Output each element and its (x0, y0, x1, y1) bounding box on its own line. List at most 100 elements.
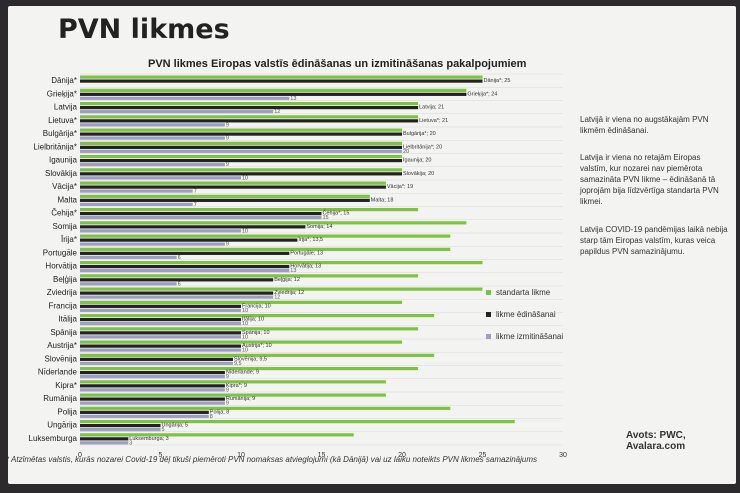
data-label: Bulgārija*; 20 (403, 131, 436, 137)
bar (80, 136, 225, 140)
bar (80, 229, 241, 233)
category-label: Rumānija (43, 394, 77, 403)
category-label: Igaunija (49, 156, 78, 165)
bar (80, 194, 370, 198)
takeaway-data-label: 9 (226, 401, 229, 407)
data-label: Spānija; 10 (242, 330, 270, 336)
bar (80, 406, 451, 410)
category-label: Horvātija (45, 262, 77, 271)
category-label: Dānija* (51, 76, 77, 85)
bar (80, 433, 354, 437)
category-label: Īrija* (61, 235, 77, 244)
data-label: Grieķija*; 24 (467, 91, 497, 97)
data-label: Slovākija; 20 (403, 171, 434, 177)
bar (80, 96, 290, 100)
bar (80, 128, 402, 132)
bar (80, 278, 274, 282)
category-label: Kipra* (55, 381, 77, 390)
data-label: Somija; 14 (306, 224, 332, 230)
legend-label-standard: standarta likme (496, 287, 551, 297)
category-label: Bulgārija* (43, 129, 77, 138)
takeaway-data-label: 7 (194, 202, 197, 208)
takeaway-data-label: 10 (242, 348, 248, 354)
data-label: Austrija*; 10 (242, 343, 272, 349)
data-label: Igaunija; 20 (403, 158, 431, 164)
bar (80, 327, 419, 331)
bar (80, 388, 225, 392)
category-label: Slovākija (45, 169, 78, 178)
bar (80, 255, 177, 259)
category-label: Polija (57, 407, 77, 416)
legend-label-takeaway: likme izmitināšanai (496, 331, 564, 341)
legend-item-takeaway: likme izmitināšanai (486, 325, 596, 347)
data-label: Nīderlande; 9 (226, 370, 259, 376)
takeaway-data-label: 6 (178, 255, 181, 261)
bar (80, 261, 483, 265)
takeaway-data-label: 8 (210, 414, 213, 420)
bar (80, 149, 402, 153)
bar (80, 172, 402, 176)
bar (80, 110, 274, 114)
data-label: Vācija*; 19 (387, 184, 413, 190)
category-label: Latvija (54, 103, 78, 112)
note-2: Latvija ir viena no retajām Eiropas vals… (580, 153, 719, 206)
takeaway-data-label: 13 (290, 268, 296, 274)
data-label: Latvija; 21 (419, 105, 444, 111)
bar (80, 212, 322, 216)
bar (80, 357, 233, 361)
category-label: Itālija (58, 315, 77, 324)
takeaway-data-label: 9 (226, 136, 229, 142)
data-label: Portugāle; 13 (290, 250, 323, 256)
bar (80, 361, 233, 365)
x-tick-label: 30 (559, 452, 567, 459)
data-label: Malta; 18 (371, 197, 394, 203)
footnote: * Atzīmētas valstis, kurās nozarei Covid… (6, 455, 538, 464)
takeaway-data-label: 3 (129, 440, 132, 446)
category-label: Francija (49, 301, 78, 310)
vat-rates-chart: 0 5 10 15 20 25 30 Dānija* Dānija*; 25 Grieķija* G… (29, 73, 567, 459)
bar (80, 163, 225, 167)
bar (80, 295, 274, 299)
bar (80, 159, 402, 163)
bar (80, 119, 419, 123)
takeaway-data-label: 10 (242, 175, 248, 181)
category-label: Luksemburga (29, 434, 78, 443)
bar (80, 282, 177, 286)
bar (80, 274, 419, 278)
data-label: Kipra*; 9 (226, 383, 247, 389)
data-label: Horvātija; 13 (290, 264, 321, 270)
bar (80, 221, 467, 225)
takeaway-data-label: 7 (194, 189, 197, 195)
bar (80, 225, 306, 229)
data-label: Francija; 10 (242, 303, 271, 309)
data-label: Luksemburga; 3 (129, 436, 168, 442)
category-label: Spānija (50, 328, 77, 337)
bar (80, 176, 241, 180)
bar (80, 300, 402, 304)
category-label: Somija (53, 222, 78, 231)
takeaway-data-label: 10 (242, 308, 248, 314)
bar (80, 380, 386, 384)
bar (80, 123, 225, 127)
x-tick-label: 5 (159, 452, 163, 459)
bar (80, 238, 298, 242)
category-label: Nīderlande (38, 368, 78, 377)
bar (80, 353, 435, 357)
takeaway-data-label: 10 (242, 334, 248, 340)
takeaway-data-label: 9 (226, 374, 229, 380)
category-label: Portugāle (43, 248, 78, 257)
legend-label-catering: likme ēdināšanai (496, 309, 556, 319)
category-label: Slovēnija (45, 354, 78, 363)
category-label: Malta (57, 195, 77, 204)
takeaway-data-label: 20 (403, 149, 409, 155)
bar (80, 181, 386, 185)
category-label: Lielbritānija* (33, 142, 77, 151)
bar (80, 202, 193, 206)
bar (80, 247, 451, 251)
bar (80, 371, 225, 375)
bar (80, 340, 402, 344)
bar (80, 401, 225, 405)
bar (80, 397, 225, 401)
bar (80, 291, 274, 295)
category-label: Beļģija (53, 275, 78, 284)
